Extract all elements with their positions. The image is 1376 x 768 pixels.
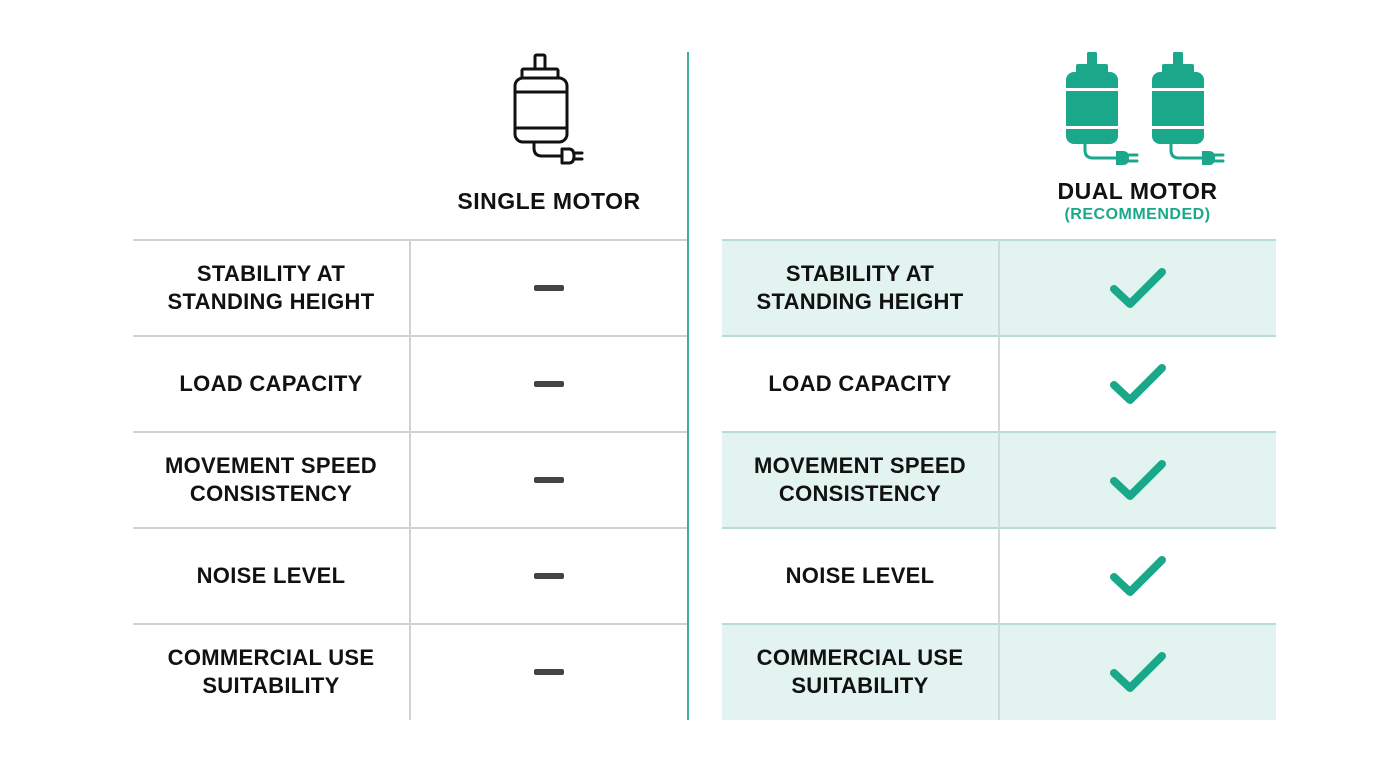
dash-icon: [533, 477, 564, 483]
right-row-label-speed: MOVEMENT SPEED CONSISTENCY: [753, 453, 966, 506]
dual-value-commercial: [999, 624, 1276, 720]
left-row-label-speed: MOVEMENT SPEED CONSISTENCY: [164, 453, 377, 506]
dual-motor-icon: [1059, 48, 1229, 168]
left-grid-line: [133, 335, 688, 337]
single-motor-header: SINGLE MOTOR: [410, 40, 688, 230]
dash-icon: [533, 285, 564, 291]
left-column-separator: [409, 240, 411, 720]
single-value-noise: [410, 528, 687, 624]
right-row-label-load: LOAD CAPACITY: [768, 371, 952, 396]
center-divider: [687, 52, 689, 720]
dash-icon: [533, 573, 564, 579]
left-row-label-noise: NOISE LEVEL: [196, 563, 346, 588]
left-grid-line: [133, 239, 688, 241]
single-motor-title: SINGLE MOTOR: [457, 188, 641, 214]
left-grid-line: [133, 527, 688, 529]
left-row-label-stability: STABILITY AT STANDING HEIGHT: [167, 261, 375, 314]
single-value-speed: [410, 432, 687, 528]
dual-value-load: [999, 336, 1276, 432]
dual-value-speed: [999, 432, 1276, 528]
dash-icon: [533, 669, 564, 675]
dual-motor-title: DUAL MOTOR: [1057, 178, 1218, 204]
dual-value-noise: [999, 528, 1276, 624]
left-grid-line: [133, 623, 688, 625]
single-motor-icon: [502, 52, 592, 170]
right-column-separator: [998, 240, 1000, 720]
right-grid-line: [722, 239, 1276, 241]
dual-value-stability: [999, 240, 1276, 336]
check-icon: [1109, 268, 1166, 308]
check-icon: [1109, 460, 1166, 500]
left-grid-line: [133, 431, 688, 433]
check-icon: [1109, 652, 1166, 692]
check-icon: [1109, 364, 1166, 404]
dual-motor-subtitle: (RECOMMENDED): [1064, 206, 1211, 223]
right-row-label-commercial: COMMERCIAL USE SUITABILITY: [756, 645, 964, 698]
left-row-label-commercial: COMMERCIAL USE SUITABILITY: [167, 645, 375, 698]
single-value-commercial: [410, 624, 687, 720]
right-row-label-noise: NOISE LEVEL: [785, 563, 935, 588]
right-row-label-stability: STABILITY AT STANDING HEIGHT: [756, 261, 964, 314]
single-value-stability: [410, 240, 687, 336]
dual-motor-header: DUAL MOTOR (RECOMMENDED): [999, 40, 1276, 230]
left-row-label-load: LOAD CAPACITY: [179, 371, 363, 396]
single-value-load: [410, 336, 687, 432]
dash-icon: [533, 381, 564, 387]
check-icon: [1109, 556, 1166, 596]
